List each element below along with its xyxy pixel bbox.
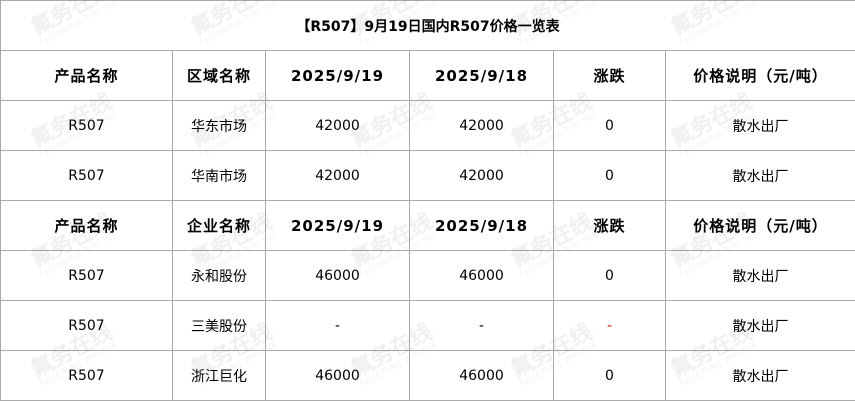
cell-price-yesterday: 46000: [409, 350, 554, 401]
cell-product-name: R507: [0, 250, 173, 301]
cell-change: 0: [553, 100, 666, 151]
cell-price-note: 散水出厂: [664, 350, 855, 401]
cell-price-yesterday: 42000: [409, 150, 554, 201]
table-row: R507 华东市场 42000 42000 0 散水出厂: [0, 100, 855, 151]
header-price-today: 2025/9/19: [265, 200, 410, 251]
cell-price-yesterday: -: [409, 300, 554, 351]
header-price-yesterday: 2025/9/18: [409, 200, 554, 251]
header-price-note: 价格说明（元/吨）: [664, 50, 855, 101]
cell-product-name: R507: [0, 350, 173, 401]
cell-region-name: 华东市场: [172, 100, 266, 151]
cell-price-today: 46000: [265, 350, 410, 401]
cell-price-today: 46000: [265, 250, 410, 301]
header-change: 涨跌: [553, 50, 666, 101]
cell-change: -: [553, 300, 666, 351]
table-row: R507 浙江巨化 46000 46000 0 散水出厂: [0, 350, 855, 401]
cell-price-today: 42000: [265, 100, 410, 151]
header-price-yesterday: 2025/9/18: [409, 50, 554, 101]
cell-price-today: 42000: [265, 150, 410, 201]
cell-product-name: R507: [0, 150, 173, 201]
cell-price-yesterday: 42000: [409, 100, 554, 151]
table-row: R507 华南市场 42000 42000 0 散水出厂: [0, 150, 855, 201]
cell-price-yesterday: 46000: [409, 250, 554, 301]
cell-region-name: 永和股份: [172, 250, 266, 301]
table-row: R507 永和股份 46000 46000 0 散水出厂: [0, 250, 855, 301]
cell-price-today: -: [265, 300, 410, 351]
header-region-name: 企业名称: [172, 200, 266, 251]
table-header-row: 产品名称 区域名称 2025/9/19 2025/9/18 涨跌 价格说明（元/吨）: [0, 50, 855, 101]
cell-change: 0: [553, 250, 666, 301]
cell-price-note: 散水出厂: [664, 150, 855, 201]
header-region-name: 区域名称: [172, 50, 266, 101]
cell-region-name: 华南市场: [172, 150, 266, 201]
cell-region-name: 三美股份: [172, 300, 266, 351]
header-price-today: 2025/9/19: [265, 50, 410, 101]
cell-price-note: 散水出厂: [664, 250, 855, 301]
cell-product-name: R507: [0, 100, 173, 151]
cell-change: 0: [553, 350, 666, 401]
cell-price-note: 散水出厂: [664, 300, 855, 351]
cell-price-note: 散水出厂: [664, 100, 855, 151]
header-product-name: 产品名称: [0, 50, 173, 101]
table-header-row: 产品名称 企业名称 2025/9/19 2025/9/18 涨跌 价格说明（元/吨）: [0, 200, 855, 251]
header-price-note: 价格说明（元/吨）: [664, 200, 855, 251]
header-product-name: 产品名称: [0, 200, 173, 251]
header-change: 涨跌: [553, 200, 666, 251]
table-title: 【R507】9月19日国内R507价格一览表: [0, 0, 855, 51]
cell-change: 0: [553, 150, 666, 201]
cell-product-name: R507: [0, 300, 173, 351]
cell-region-name: 浙江巨化: [172, 350, 266, 401]
table-row: R507 三美股份 - - - 散水出厂: [0, 300, 855, 351]
